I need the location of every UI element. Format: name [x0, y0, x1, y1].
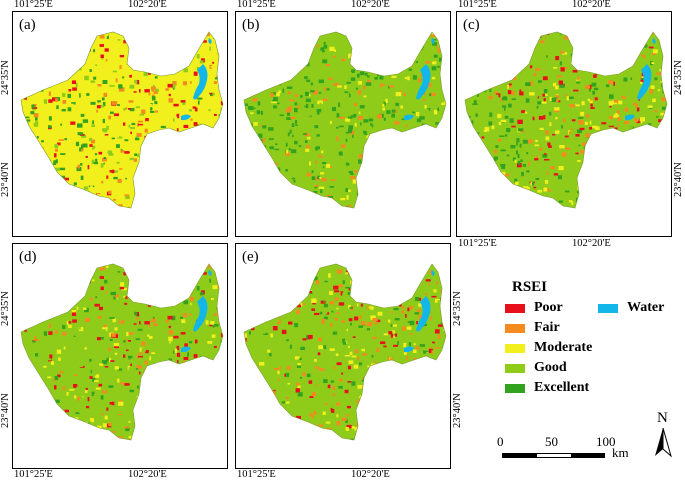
lon-label-c-left: 101°25'E: [458, 0, 497, 11]
legend-item-moderate: Moderate: [505, 340, 592, 356]
legend-item-water: Water: [598, 300, 664, 316]
scale-tick-0: 0: [497, 435, 504, 448]
panel-label-e: (e): [242, 250, 259, 265]
panel-label-d: (d): [19, 250, 37, 265]
region-map-b: [236, 12, 450, 236]
legend-title: RSEI: [512, 279, 547, 296]
region-map-a: [13, 12, 227, 236]
lon-label-c-bottom-right: 102°20'E: [572, 239, 611, 250]
map-panel-c: (c): [456, 11, 672, 237]
legend-label-fair: Fair: [534, 320, 560, 336]
north-arrow-icon: [653, 428, 673, 458]
scale-bar-segment-3: [571, 454, 604, 457]
scale-unit: km: [612, 446, 629, 459]
legend-label-good: Good: [534, 360, 567, 376]
lat-label-right-top-e: 24°35'N: [453, 291, 464, 326]
legend-swatch-fair: [505, 324, 525, 333]
panel-label-a: (a): [19, 18, 36, 33]
panel-label-c: (c): [463, 18, 480, 33]
map-panel-b: (b): [235, 11, 451, 237]
lon-label-c-right: 102°20'E: [572, 0, 611, 11]
lon-label-c-bottom-left: 101°25'E: [458, 239, 497, 250]
region-map-e: [236, 244, 450, 468]
lat-label-left-top-a: 24°35'N: [1, 60, 12, 95]
lat-label-right-bottom-e: 23°40'N: [453, 393, 464, 428]
lat-label-left-top-d: 24°35'N: [1, 291, 12, 326]
legend-swatch-good: [505, 364, 525, 373]
legend-label-water: Water: [627, 300, 664, 316]
lon-label-a-right: 102°20'E: [128, 0, 167, 11]
legend-swatch-moderate: [505, 344, 525, 353]
legend-item-fair: Fair: [505, 320, 560, 336]
panel-label-b: (b): [242, 18, 260, 33]
lon-label-a-left: 101°25'E: [14, 0, 53, 11]
lon-label-b-left: 101°25'E: [237, 0, 276, 11]
lat-label-right-top-c: 24°35'N: [674, 60, 685, 95]
legend-item-poor: Poor: [505, 300, 563, 316]
legend-label-poor: Poor: [534, 300, 563, 316]
legend-label-moderate: Moderate: [534, 340, 592, 356]
map-panel-a: (a): [12, 11, 228, 237]
lat-label-left-bottom-d: 23°40'N: [1, 393, 12, 428]
legend-item-excellent: Excellent: [505, 380, 589, 396]
scale-tick-50: 50: [545, 435, 558, 448]
region-map-d: [13, 244, 227, 468]
legend-label-excellent: Excellent: [534, 380, 589, 396]
lon-label-b-right: 102°20'E: [351, 0, 390, 11]
scale-bar-segment-1: [503, 454, 537, 457]
region-map-c: [457, 12, 671, 236]
legend-swatch-excellent: [505, 384, 525, 393]
north-label: N: [657, 411, 668, 426]
map-panel-e: (e): [235, 243, 451, 469]
legend-swatch-poor: [505, 304, 525, 313]
map-panel-d: (d): [12, 243, 228, 469]
legend-item-good: Good: [505, 360, 567, 376]
legend-swatch-water: [598, 304, 618, 313]
lat-label-right-bottom-c: 23°40'N: [674, 162, 685, 197]
lat-label-left-bottom-a: 23°40'N: [1, 162, 12, 197]
scale-bar: [502, 453, 605, 458]
